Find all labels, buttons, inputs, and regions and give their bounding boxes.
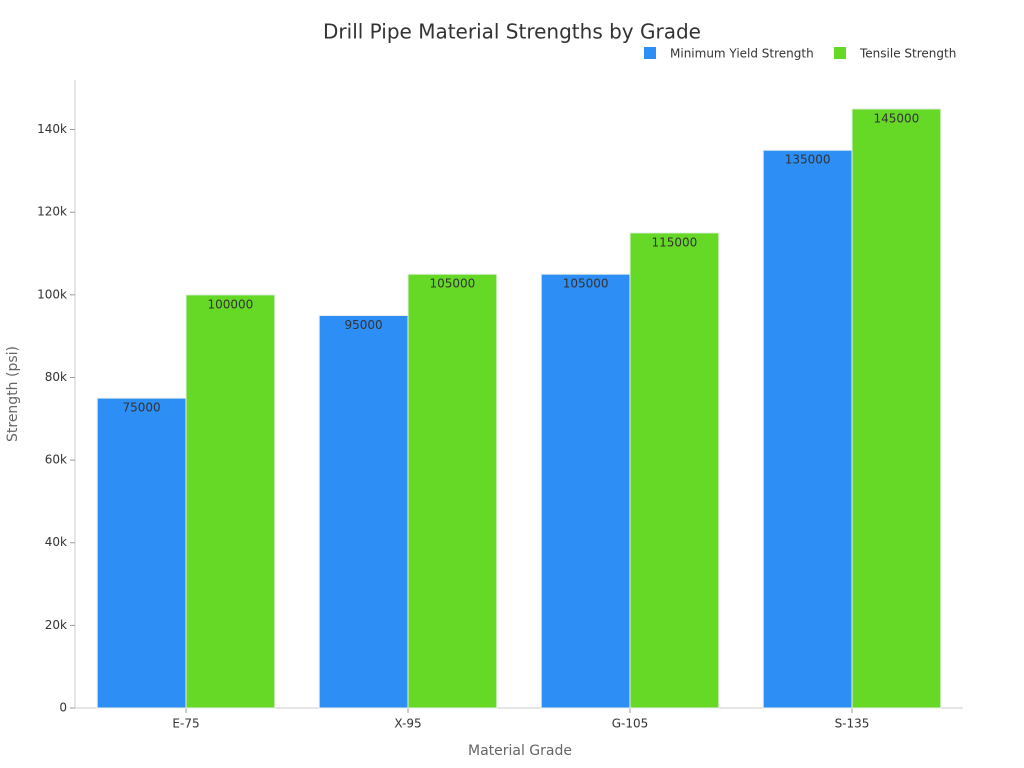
x-axis-label: Material Grade [468, 743, 572, 759]
bar [629, 232, 720, 709]
y-tick-label: 0 [59, 701, 67, 715]
y-tick-label: 120k [37, 205, 67, 219]
y-tick-label: 100k [37, 287, 67, 301]
data-label: 95000 [345, 318, 383, 332]
data-label: 105000 [563, 277, 609, 291]
bar [851, 108, 942, 709]
data-label: 135000 [785, 153, 831, 167]
x-tick-label: S-135 [835, 717, 870, 731]
y-axis-label: Strength (psi) [5, 346, 21, 442]
data-label: 115000 [651, 235, 697, 249]
bar [185, 294, 276, 709]
bar [762, 149, 853, 709]
data-label: 75000 [123, 401, 161, 415]
y-tick-label: 140k [37, 122, 67, 136]
x-tick-label: G-105 [612, 717, 649, 731]
data-label: 100000 [207, 297, 253, 311]
chart-title: Drill Pipe Material Strengths by Grade [323, 20, 701, 44]
bar [540, 273, 631, 709]
legend-label: Tensile Strength [859, 47, 956, 61]
legend-swatch [644, 47, 656, 59]
legend-label: Minimum Yield Strength [670, 47, 814, 61]
data-label: 145000 [873, 111, 919, 125]
y-tick-label: 40k [45, 535, 67, 549]
bar [407, 273, 498, 709]
y-tick-label: 60k [45, 453, 67, 467]
y-tick-label: 80k [45, 370, 67, 384]
x-tick-label: X-95 [394, 717, 421, 731]
bar [318, 315, 409, 709]
x-tick-label: E-75 [172, 717, 199, 731]
legend-swatch [834, 47, 846, 59]
data-label: 105000 [429, 277, 475, 291]
bar [96, 397, 187, 709]
y-tick-label: 20k [45, 618, 67, 632]
